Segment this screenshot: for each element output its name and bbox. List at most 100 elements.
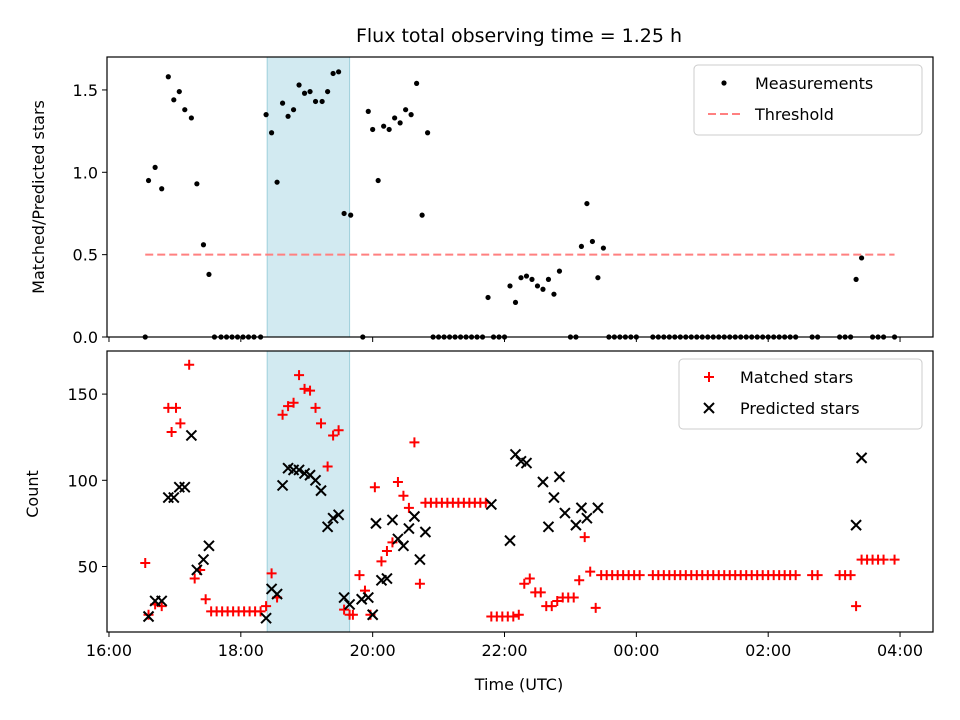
measurement-point xyxy=(159,186,165,192)
matched-point xyxy=(299,383,310,394)
predicted-point xyxy=(355,593,368,605)
matched-point xyxy=(851,601,862,612)
predicted-point xyxy=(362,591,374,604)
series-predicted-stars xyxy=(142,429,868,624)
measurement-point xyxy=(188,115,194,121)
predicted-point xyxy=(485,498,498,511)
predicted-point xyxy=(191,564,203,576)
predicted-point xyxy=(581,512,593,524)
measurement-point xyxy=(182,107,188,113)
measurement-point xyxy=(507,283,513,289)
matched-point xyxy=(261,601,272,612)
matched-point xyxy=(403,502,414,513)
measurement-point xyxy=(145,177,152,184)
measurement-point xyxy=(540,286,546,292)
measurement-point xyxy=(301,90,308,96)
matched-point xyxy=(322,461,333,472)
matched-point xyxy=(790,570,801,581)
measurement-point xyxy=(325,88,331,95)
measurement-point xyxy=(485,294,491,301)
matched-point xyxy=(519,578,530,589)
measurement-point xyxy=(263,112,269,118)
matched-point xyxy=(328,430,339,441)
predicted-point xyxy=(855,452,868,464)
x-tick-label: 02:00 xyxy=(745,641,791,660)
measurement-point xyxy=(556,268,563,274)
matched-point xyxy=(878,554,889,565)
predicted-point xyxy=(156,595,168,607)
matched-point xyxy=(513,609,524,620)
predicted-point xyxy=(386,514,399,526)
predicted-point xyxy=(185,429,198,442)
predicted-point xyxy=(419,526,432,538)
y-tick-label-ratio: 1.5 xyxy=(73,81,98,100)
predicted-point xyxy=(260,612,272,624)
measurement-point xyxy=(370,126,376,133)
measurement-point xyxy=(152,164,158,170)
measurement-point xyxy=(206,271,212,278)
predicted-point xyxy=(276,479,289,492)
matched-point xyxy=(376,556,387,567)
measurement-point xyxy=(392,115,398,121)
matched-point xyxy=(392,477,403,488)
predicted-point xyxy=(142,610,155,623)
predicted-point xyxy=(542,521,555,533)
measurement-point xyxy=(578,243,585,250)
matched-point xyxy=(812,570,823,581)
predicted-point xyxy=(548,491,560,504)
measurement-point xyxy=(290,107,297,113)
matched-point xyxy=(508,611,519,622)
predicted-point xyxy=(397,540,410,552)
series-matched-stars xyxy=(140,359,900,622)
matched-point xyxy=(347,609,358,620)
measurement-point xyxy=(279,100,286,106)
predicted-point xyxy=(327,512,339,524)
matched-point xyxy=(294,370,305,381)
matched-point xyxy=(266,568,277,579)
measurement-point xyxy=(268,130,275,136)
matched-point xyxy=(143,609,154,620)
measurement-point xyxy=(397,120,403,126)
x-tick-label: 04:00 xyxy=(877,641,923,660)
matched-point xyxy=(524,573,535,584)
legend-marker-matched xyxy=(704,372,714,382)
matched-point xyxy=(634,570,645,581)
matched-point xyxy=(175,418,186,429)
measurement-point xyxy=(312,98,319,105)
x-tick-label: 22:00 xyxy=(481,641,527,660)
measurement-point xyxy=(512,299,519,306)
predicted-point xyxy=(504,534,516,547)
matched-point xyxy=(288,397,299,408)
matched-point xyxy=(398,490,409,501)
measurement-point xyxy=(200,242,207,248)
predicted-point xyxy=(520,457,533,469)
matched-point xyxy=(568,592,579,603)
measurement-point xyxy=(595,275,601,281)
predicted-point xyxy=(570,519,582,531)
matched-point xyxy=(283,401,294,412)
matched-point xyxy=(333,425,344,436)
predicted-point xyxy=(370,517,382,530)
matched-point xyxy=(585,566,596,577)
predicted-point xyxy=(315,484,327,497)
legend-box xyxy=(678,358,923,430)
plot-frame-counts xyxy=(106,350,934,633)
top-y-axis-title: Matched/Predicted stars xyxy=(29,100,48,294)
measurement-point xyxy=(348,212,354,218)
observing-span-ratio xyxy=(266,56,351,338)
predicted-point xyxy=(293,464,305,476)
measurement-point xyxy=(171,97,177,103)
matched-point xyxy=(166,427,177,438)
legend-label: Measurements xyxy=(755,74,873,93)
predicted-point xyxy=(537,476,549,488)
x-tick-label: 16:00 xyxy=(86,641,132,660)
legend-label: Matched stars xyxy=(740,368,853,387)
y-tick-label-ratio: 1.0 xyxy=(73,163,98,182)
matched-point xyxy=(574,575,585,586)
measurement-point xyxy=(330,70,336,77)
matched-point xyxy=(277,409,288,420)
matched-point xyxy=(579,532,590,543)
measurement-point xyxy=(403,107,409,113)
predicted-point xyxy=(414,553,426,566)
matched-point xyxy=(184,359,195,370)
